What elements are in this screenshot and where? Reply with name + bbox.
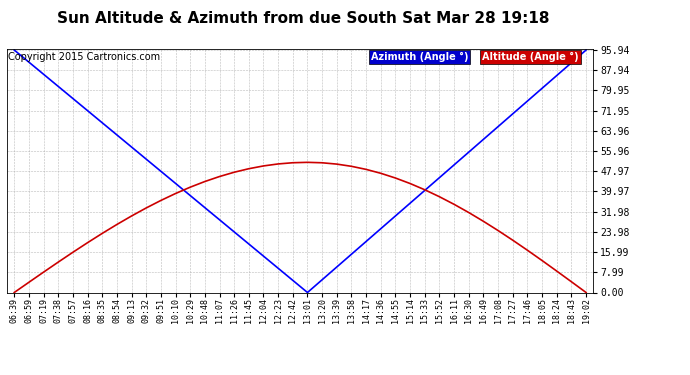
Text: Sun Altitude & Azimuth from due South Sat Mar 28 19:18: Sun Altitude & Azimuth from due South Sa… — [57, 11, 550, 26]
Text: Copyright 2015 Cartronics.com: Copyright 2015 Cartronics.com — [8, 53, 160, 62]
Text: Azimuth (Angle °): Azimuth (Angle °) — [371, 53, 468, 63]
Text: Altitude (Angle °): Altitude (Angle °) — [482, 53, 579, 63]
